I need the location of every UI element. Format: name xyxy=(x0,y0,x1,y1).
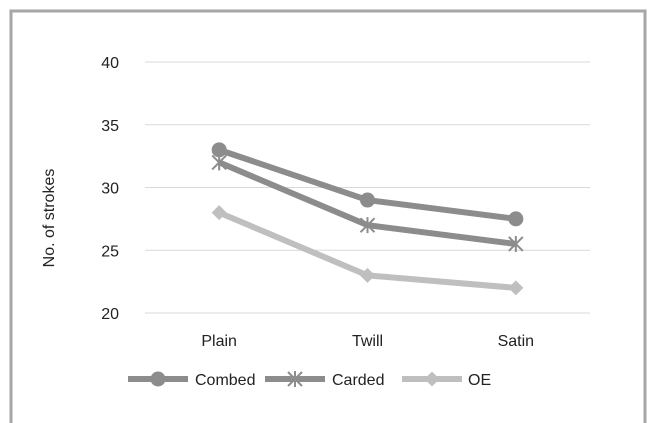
y-tick-label: 25 xyxy=(101,243,119,260)
x-tick-labels: Plain Twill Satin xyxy=(201,333,534,350)
legend-item-combed: Combed xyxy=(128,371,255,389)
data-point xyxy=(211,205,227,221)
y-tick-label: 35 xyxy=(101,118,119,135)
data-point xyxy=(508,211,524,227)
series-combed xyxy=(211,142,524,227)
legend-swatch-marker xyxy=(287,371,303,387)
x-tick-label: Plain xyxy=(201,333,237,350)
legend-swatch-marker xyxy=(424,371,440,387)
legend-label: Carded xyxy=(332,372,384,389)
legend-label: OE xyxy=(468,372,491,389)
series-carded xyxy=(211,154,524,252)
y-tick-labels: 20 25 30 35 40 xyxy=(101,55,119,323)
legend-swatch-marker xyxy=(150,371,166,387)
data-point xyxy=(359,217,376,234)
y-tick-label: 40 xyxy=(101,55,119,72)
y-tick-label: 30 xyxy=(101,181,119,198)
data-point xyxy=(360,267,375,283)
legend-item-oe: OE xyxy=(402,371,491,389)
data-point xyxy=(508,235,524,252)
chart-frame xyxy=(9,9,647,423)
data-point xyxy=(360,192,375,208)
legend-label: Combed xyxy=(195,372,255,389)
x-tick-label: Twill xyxy=(352,333,383,350)
legend-item-carded: Carded xyxy=(265,371,384,389)
y-axis-label: No. of strokes xyxy=(41,169,58,268)
x-tick-label: Satin xyxy=(498,333,534,350)
data-point xyxy=(211,154,227,171)
series-group xyxy=(211,142,524,296)
legend: Combed Carded OE xyxy=(128,371,491,389)
y-tick-label: 20 xyxy=(101,306,119,323)
data-point xyxy=(211,142,227,158)
series-oe xyxy=(211,205,524,296)
data-point xyxy=(508,280,524,296)
